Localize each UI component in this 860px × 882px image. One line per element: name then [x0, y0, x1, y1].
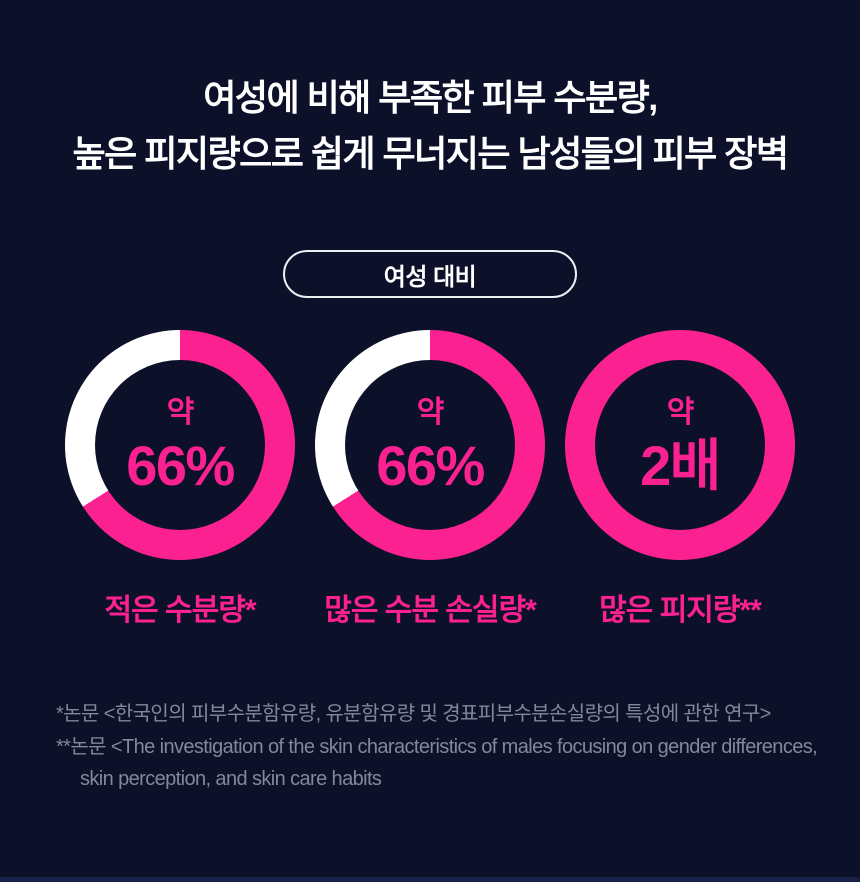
donut-center-prefix: 약: [416, 395, 445, 429]
donut-center-value: 2배: [640, 433, 721, 497]
donut-center-value: 66%: [376, 433, 485, 497]
donut-chart-moisture: 약 66%: [65, 330, 295, 560]
donut-chart-moisture-loss: 약 66%: [315, 330, 545, 560]
donut-center: 약 2배: [565, 330, 795, 560]
footnote-english: **논문 <The investigation of the skin char…: [56, 735, 818, 791]
donut-chart-sebum: 약 2배: [565, 330, 795, 560]
title-line-2: 높은 피지량으로 쉽게 무너지는 남성들의 피부 장벽: [72, 133, 789, 174]
page-title: 여성에 비해 부족한 피부 수분량, 높은 피지량으로 쉽게 무너지는 남성들의…: [0, 70, 860, 182]
donut-chart-row: 약 66% 적은 수분량* 약 66% 많은 수분 손실량*: [0, 330, 860, 629]
comparison-badge-label: 여성 대비: [383, 263, 477, 291]
donut-col-sebum: 약 2배 많은 피지량**: [565, 330, 795, 629]
donut-center-prefix: 약: [666, 395, 695, 429]
donut-col-moisture: 약 66% 적은 수분량*: [65, 330, 295, 629]
donut-center-prefix: 약: [166, 395, 195, 429]
bottom-bar: [0, 877, 860, 882]
footnote-korean: *논문 <한국인의 피부수분함유량, 유분함유량 및 경표피부수분손실량의 특성…: [56, 703, 771, 725]
comparison-badge: 여성 대비: [283, 250, 577, 298]
donut-center: 약 66%: [315, 330, 545, 560]
donut-col-moisture-loss: 약 66% 많은 수분 손실량*: [315, 330, 545, 629]
donut-hole: [345, 360, 515, 530]
donut-label: 많은 수분 손실량*: [324, 594, 537, 627]
footnotes: *논문 <한국인의 피부수분함유량, 유분함유량 및 경표피부수분손실량의 특성…: [56, 698, 818, 796]
donut-center: 약 66%: [65, 330, 295, 560]
donut-center-value: 66%: [126, 433, 235, 497]
donut-hole: [595, 360, 765, 530]
donut-label: 적은 수분량*: [104, 594, 256, 627]
donut-hole: [95, 360, 265, 530]
donut-label: 많은 피지량**: [599, 594, 762, 627]
title-line-1: 여성에 비해 부족한 피부 수분량,: [203, 77, 658, 118]
